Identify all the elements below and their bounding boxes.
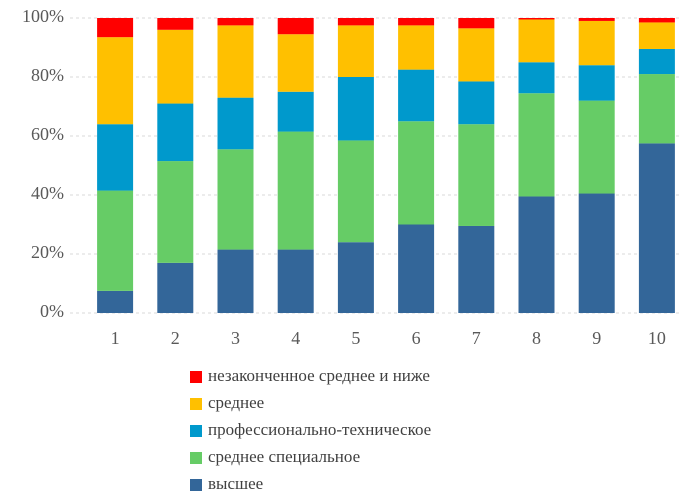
x-tick-label: 6 [412, 328, 421, 348]
bar-segment [398, 121, 435, 225]
bar-segment [578, 20, 615, 66]
bar-segment [518, 19, 555, 63]
legend-swatch [190, 371, 202, 383]
bar-segment [157, 161, 194, 263]
legend-label: высшее [208, 474, 263, 493]
bar-segment [518, 93, 555, 197]
x-tick-label: 8 [532, 328, 541, 348]
bar-segment [337, 242, 374, 313]
bar-segment [578, 193, 615, 313]
y-tick-label: 60% [31, 124, 64, 144]
y-tick-label: 0% [40, 301, 64, 321]
bar-segment [157, 18, 194, 30]
legend-swatch [190, 425, 202, 437]
bar-segment [638, 18, 675, 23]
bar-segment [337, 25, 374, 77]
bar-segment [638, 74, 675, 144]
bar-segment [157, 103, 194, 162]
bar-segment [217, 249, 254, 313]
bar-segment [458, 81, 495, 125]
bar-segment [398, 18, 435, 26]
bar-segment [217, 97, 254, 150]
legend-swatch [190, 452, 202, 464]
legend-swatch [190, 398, 202, 410]
x-tick-label: 7 [472, 328, 481, 348]
bar-segment [277, 18, 314, 35]
bar-segment [638, 22, 675, 49]
bar-segment [638, 143, 675, 313]
x-tick-label: 9 [592, 328, 601, 348]
bar-segment [578, 65, 615, 101]
legend-label: незаконченное среднее и ниже [208, 366, 430, 385]
bar-segment [458, 124, 495, 226]
x-tick-label: 1 [111, 328, 120, 348]
y-tick-label: 100% [22, 6, 64, 26]
legend-label: среднее специальное [208, 447, 360, 466]
bar-segment [458, 225, 495, 313]
bar-segment [518, 62, 555, 94]
bar-segment [337, 77, 374, 141]
x-tick-label: 4 [291, 328, 300, 348]
bar-segment [97, 37, 134, 125]
bar-segment [97, 124, 134, 191]
bar-segment [217, 25, 254, 98]
legend-label: профессионально-техническое [208, 420, 431, 439]
x-tick-label: 5 [351, 328, 360, 348]
bar-segment [217, 18, 254, 26]
bar-segment [398, 69, 435, 122]
bar-segment [578, 18, 615, 21]
bar-segment [638, 48, 675, 75]
y-tick-label: 80% [31, 65, 64, 85]
bar-segment [458, 18, 495, 29]
bar-segment [518, 196, 555, 313]
legend-label: среднее [208, 393, 264, 412]
bar-segment [337, 140, 374, 243]
bar-segment [458, 28, 495, 82]
bar-segment [97, 290, 134, 313]
bar-segment [337, 18, 374, 26]
bar-segment [157, 29, 194, 104]
x-tick-label: 10 [648, 328, 666, 348]
bar-segment [277, 91, 314, 132]
bar-segment [277, 249, 314, 313]
legend-swatch [190, 479, 202, 491]
bar-segment [217, 149, 254, 250]
bar-segment [97, 18, 134, 38]
x-tick-label: 3 [231, 328, 240, 348]
y-tick-label: 40% [31, 183, 64, 203]
bar-segment [277, 131, 314, 250]
bar-segment [398, 224, 435, 313]
bar-segment [578, 100, 615, 194]
bar-segment [157, 262, 194, 313]
x-tick-label: 2 [171, 328, 180, 348]
bar-segment [97, 190, 134, 291]
bar-segment [398, 25, 435, 70]
bar-segment [277, 34, 314, 92]
bar-segment [518, 18, 555, 20]
y-tick-label: 20% [31, 242, 64, 262]
